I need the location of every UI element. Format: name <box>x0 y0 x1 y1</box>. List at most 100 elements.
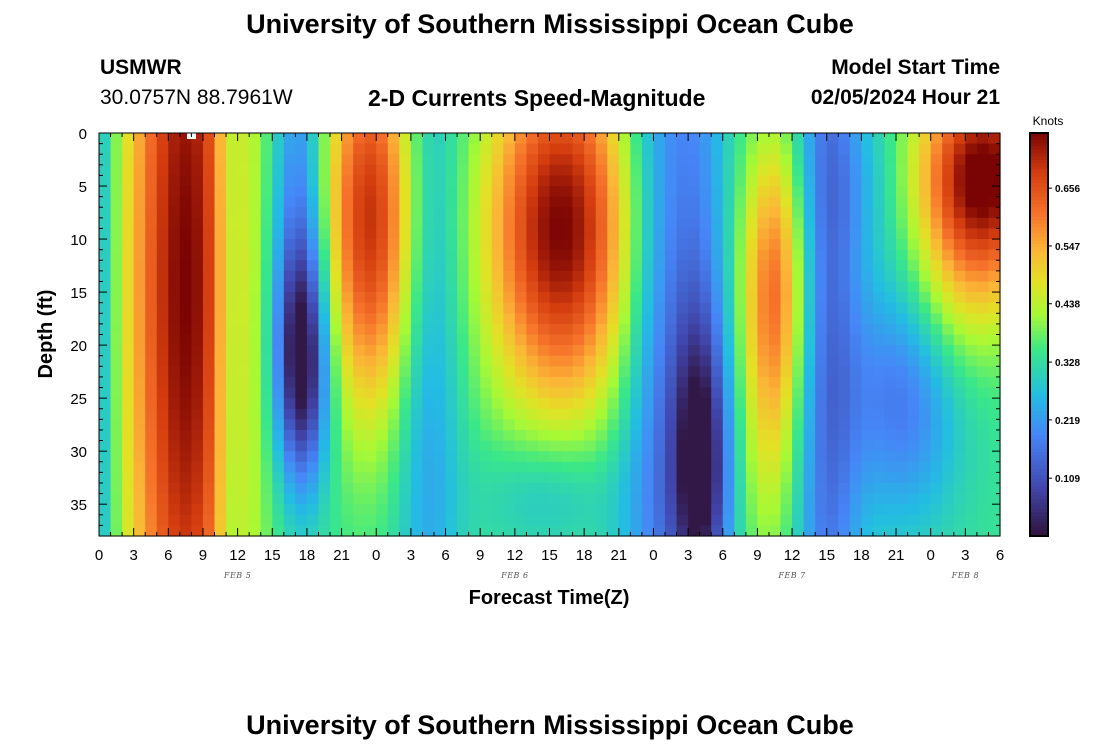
heatmap-cell <box>653 398 666 410</box>
heatmap-cell <box>745 249 759 261</box>
heatmap-cell <box>341 493 354 505</box>
heatmap-cell <box>202 451 216 463</box>
heatmap-cell <box>364 514 377 526</box>
heatmap-cell <box>445 292 458 304</box>
heatmap-cell <box>561 398 574 410</box>
colorbar-segment <box>1030 485 1048 490</box>
heatmap-cell <box>942 355 955 367</box>
heatmap-cell <box>688 207 701 219</box>
heatmap-cell <box>514 217 527 230</box>
heatmap-cell <box>872 164 886 177</box>
heatmap-cell <box>503 175 516 187</box>
heatmap-cell <box>595 260 608 272</box>
heatmap-cell <box>803 451 816 463</box>
x-tick-label: 15 <box>818 547 835 564</box>
heatmap-cell <box>561 281 574 293</box>
heatmap-cell <box>376 334 389 346</box>
colorbar-segment <box>1030 438 1048 443</box>
heatmap-cell <box>930 387 943 399</box>
heatmap-cell <box>653 228 666 240</box>
heatmap-cell <box>953 154 966 166</box>
heatmap-cell <box>491 525 504 537</box>
heatmap-cell <box>607 239 620 251</box>
heatmap-cell <box>537 440 551 452</box>
heatmap-cell <box>214 472 227 484</box>
y-tick-label: 5 <box>79 179 87 196</box>
heatmap-cell <box>422 164 435 177</box>
heatmap-cell <box>145 196 158 208</box>
heatmap-cell <box>168 302 181 314</box>
heatmap-cell <box>260 313 273 325</box>
heatmap-cell <box>907 292 920 304</box>
heatmap-cell <box>168 239 181 251</box>
heatmap-cell <box>561 323 574 336</box>
heatmap-cell <box>179 482 193 495</box>
heatmap-cell <box>433 175 447 187</box>
heatmap-cell <box>607 207 620 219</box>
heatmap-cell <box>399 154 412 166</box>
heatmap-cell <box>491 196 504 208</box>
heatmap-cell <box>861 313 874 325</box>
heatmap-cell <box>480 175 493 187</box>
heatmap-cell <box>699 387 712 399</box>
heatmap-cell <box>618 440 631 452</box>
heatmap-cell <box>653 514 666 526</box>
heatmap-cell <box>468 313 481 325</box>
heatmap-cell <box>179 514 193 526</box>
heatmap-cell <box>780 154 793 166</box>
heatmap-cell <box>537 175 551 187</box>
heatmap-cell <box>988 472 1001 484</box>
heatmap-cell <box>514 451 527 463</box>
heatmap-cell <box>249 429 262 442</box>
heatmap-cell <box>630 461 643 473</box>
heatmap-cell <box>260 366 273 378</box>
heatmap-cell <box>318 217 331 230</box>
heatmap-cell <box>491 504 504 516</box>
heatmap-cell <box>168 355 181 367</box>
heatmap-cell <box>526 143 539 155</box>
heatmap-cell <box>976 270 990 283</box>
heatmap-cell <box>295 419 308 431</box>
heatmap-cell <box>688 292 701 304</box>
heatmap-cell <box>457 239 470 251</box>
heatmap-cell <box>896 482 909 495</box>
heatmap-cell <box>260 472 273 484</box>
heatmap-cell <box>202 323 216 336</box>
heatmap-cell <box>907 133 920 145</box>
heatmap-cell <box>965 376 978 389</box>
heatmap-cell <box>988 217 1001 230</box>
heatmap-cell <box>584 482 597 495</box>
heatmap-cell <box>122 461 135 473</box>
heatmap-cell <box>249 461 262 473</box>
heatmap-cell <box>410 217 424 230</box>
colorbar-segment <box>1030 418 1048 423</box>
heatmap-cell <box>283 260 296 272</box>
heatmap-cell <box>584 525 597 537</box>
heatmap-cell <box>179 239 193 251</box>
heatmap-cell <box>976 472 990 484</box>
heatmap-cell <box>422 228 435 240</box>
heatmap-cell <box>179 461 193 473</box>
heatmap-cell <box>757 143 770 155</box>
heatmap-cell <box>745 239 759 251</box>
heatmap-cell <box>110 164 123 177</box>
heatmap-cell <box>584 451 597 463</box>
heatmap-cell <box>318 355 331 367</box>
heatmap-cell <box>364 154 377 166</box>
heatmap-cell <box>711 525 724 537</box>
heatmap-cell <box>653 239 666 251</box>
heatmap-cell <box>272 482 285 495</box>
heatmap-cell <box>953 334 966 346</box>
heatmap-cell <box>688 461 701 473</box>
heatmap-cell <box>745 472 759 484</box>
heatmap-cell <box>884 504 897 516</box>
heatmap-cell <box>237 429 250 442</box>
colorbar-segment <box>1030 263 1048 268</box>
heatmap-cell <box>353 366 366 378</box>
heatmap-cell <box>318 482 331 495</box>
colorbar-segment <box>1030 441 1048 446</box>
heatmap-cell <box>503 186 516 198</box>
colorbar-segment <box>1030 210 1048 215</box>
heatmap-cell <box>283 154 296 166</box>
heatmap-cell <box>457 461 470 473</box>
